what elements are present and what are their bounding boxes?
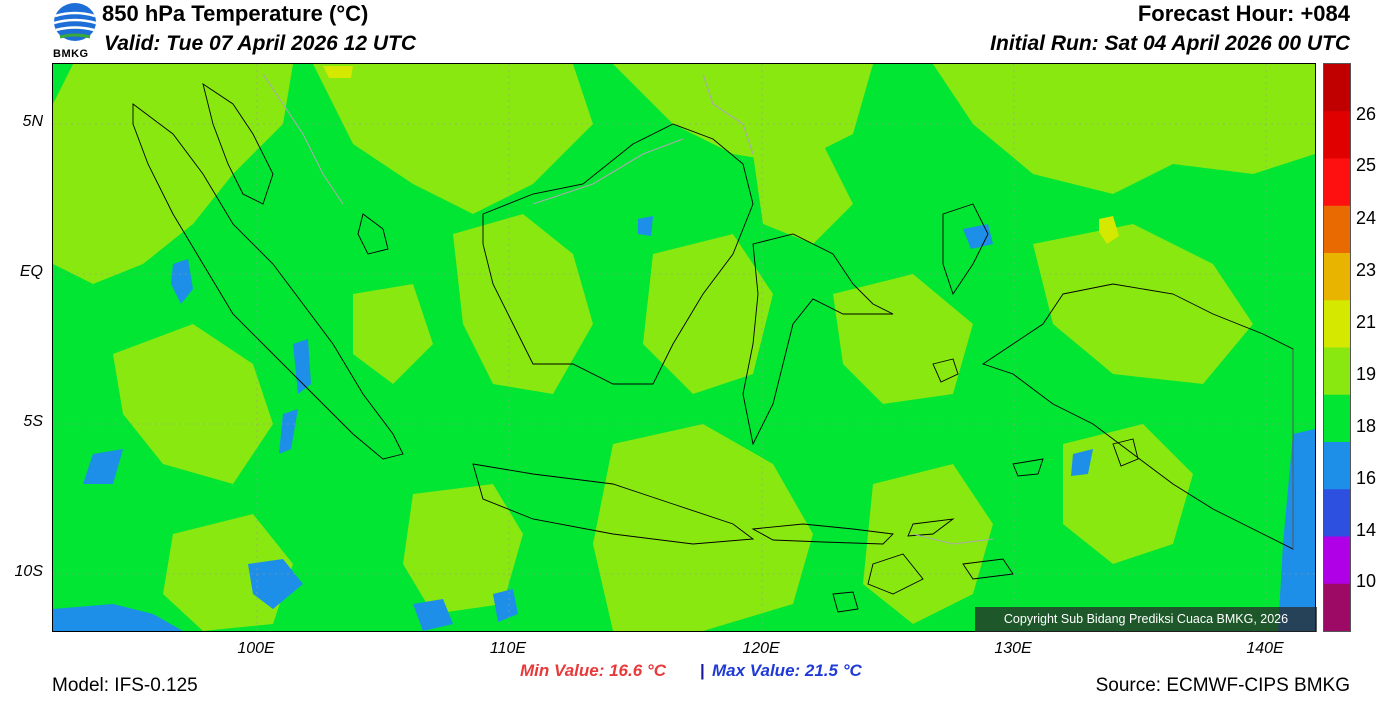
bmkg-logo xyxy=(52,0,98,62)
lat-label-5n: 5N xyxy=(22,113,43,130)
chart-title: 850 hPa Temperature (°C) xyxy=(102,1,369,26)
colorbar-swatch xyxy=(1324,394,1350,443)
source-label: Source: ECMWF-CIPS BMKG xyxy=(1095,675,1350,696)
colorbar-label-23: 23 xyxy=(1356,260,1377,280)
forecast-hour: Forecast Hour: +084 xyxy=(1137,1,1350,26)
initial-run: Initial Run: Sat 04 April 2026 00 UTC xyxy=(990,32,1350,55)
temperature-map: Copyright Sub Bidang Prediksi Cuaca BMKG… xyxy=(52,63,1317,632)
colorbar-swatch xyxy=(1324,158,1350,207)
lon-label-140e: 140E xyxy=(1246,640,1284,657)
colorbar-swatch xyxy=(1324,253,1350,301)
colorbar-label-21: 21 xyxy=(1356,312,1377,332)
lon-label-120e: 120E xyxy=(742,640,780,657)
colorbar-swatch xyxy=(1324,583,1350,632)
colorbar-swatch xyxy=(1324,536,1350,585)
lat-label-10s: 10S xyxy=(14,563,43,580)
logo-text: BMKG xyxy=(53,48,89,60)
map-canvas xyxy=(53,64,1315,631)
colorbar-label-26: 26 xyxy=(1356,104,1377,124)
colorbar-swatch xyxy=(1324,489,1350,537)
colorbar-swatch xyxy=(1324,300,1350,348)
colorbar-swatches xyxy=(1324,64,1350,632)
lon-label-130e: 130E xyxy=(994,640,1032,657)
colorbar-swatch xyxy=(1324,442,1350,490)
colorbar-label-14: 14 xyxy=(1356,520,1377,540)
colorbar xyxy=(1323,63,1351,632)
colorbar-swatch xyxy=(1324,64,1350,112)
value-separator: | xyxy=(700,661,705,680)
colorbar-label-10: 10 xyxy=(1356,571,1377,591)
lat-label-eq: EQ xyxy=(19,263,43,280)
colorbar-swatch xyxy=(1324,111,1350,159)
colorbar-label-18: 18 xyxy=(1356,416,1377,436)
colorbar-label-16: 16 xyxy=(1356,468,1377,488)
lon-label-100e: 100E xyxy=(237,640,275,657)
colorbar-label-19: 19 xyxy=(1356,364,1377,384)
min-value: Min Value: 16.6 °C xyxy=(520,661,666,680)
colorbar-swatch xyxy=(1324,347,1350,396)
colorbar-label-24: 24 xyxy=(1356,208,1377,228)
lon-label-110e: 110E xyxy=(489,640,527,657)
colorbar-swatch xyxy=(1324,205,1350,254)
max-value: Max Value: 21.5 °C xyxy=(712,661,862,680)
bmkg-logo-icon xyxy=(53,3,97,41)
model-label: Model: IFS-0.125 xyxy=(52,675,198,696)
lat-label-5s: 5S xyxy=(23,413,43,430)
colorbar-label-25: 25 xyxy=(1356,155,1377,175)
valid-time: Valid: Tue 07 April 2026 12 UTC xyxy=(104,32,417,55)
copyright-text: Copyright Sub Bidang Prediksi Cuaca BMKG… xyxy=(975,607,1317,632)
